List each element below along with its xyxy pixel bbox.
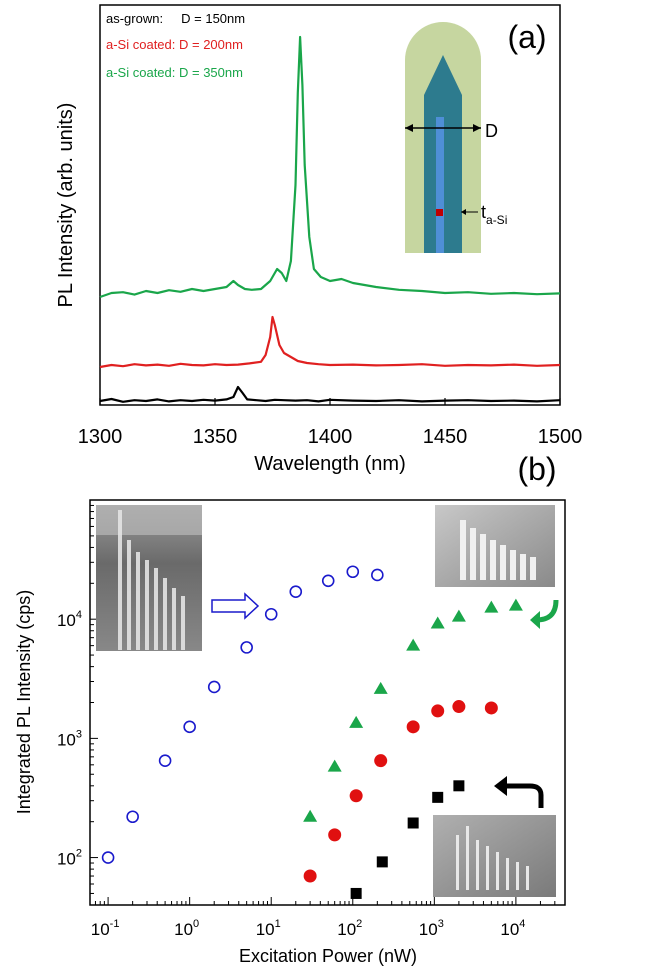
- point-filled-circle: [303, 869, 317, 883]
- point-filled-circle: [452, 700, 466, 714]
- diameter-arrow-left-head: [405, 124, 413, 132]
- spectrum-line-2: [99, 35, 561, 299]
- point-square: [376, 856, 388, 868]
- panel-a-label: (a): [507, 19, 546, 55]
- b-xtick-label: 103: [419, 918, 444, 939]
- point-triangle: [406, 638, 421, 651]
- point-open-circle: [158, 754, 172, 767]
- point-open-circle: [321, 574, 335, 588]
- point-open-circle: [183, 720, 196, 734]
- inset-label-t: ta-Si: [481, 202, 507, 227]
- point-filled-circle: [349, 789, 363, 803]
- b-ytick-label: 104: [57, 609, 82, 630]
- plot-a-ylabel: PL Intensity (arb. units): [55, 103, 77, 308]
- nanowire-schematic: D ta-Si: [405, 22, 507, 253]
- panel-b-label: (b): [517, 451, 556, 487]
- point-open-circle: [101, 851, 115, 864]
- inset-label-d: D: [485, 121, 498, 141]
- a-xtick-label: 1300: [78, 426, 123, 448]
- legend-a-as-grown: as-grown: D = 150nm: [106, 11, 245, 26]
- point-filled-circle: [406, 720, 420, 734]
- panel-a: 1300 1350 1400 1450 1500 (a) as-grown: D = 1…: [55, 4, 583, 475]
- sem-image-open-circles: [96, 505, 202, 651]
- plot-a-frame: [99, 4, 561, 406]
- plot-b-ylabel: Integrated PL Intensity (cps): [14, 590, 34, 814]
- point-filled-circle: [484, 701, 498, 715]
- green-curved-arrow-icon: [530, 611, 540, 629]
- a-xtick-label: 1500: [538, 426, 583, 448]
- point-open-circle: [126, 810, 139, 824]
- point-open-circle: [207, 680, 221, 694]
- point-triangle: [373, 681, 388, 694]
- b-xtick-label: 101: [256, 918, 281, 939]
- a-xtick-label: 1450: [423, 426, 468, 448]
- point-triangle: [484, 600, 499, 613]
- point-triangle: [451, 609, 466, 622]
- b-xtick-label: 102: [337, 918, 362, 939]
- point-open-circle: [289, 585, 303, 599]
- a-xtick-label: 1350: [193, 426, 238, 448]
- b-xtick-label: 10-1: [91, 918, 120, 939]
- point-filled-circle: [374, 754, 388, 768]
- spectrum-line-0: [99, 385, 561, 403]
- legend-a-200nm: a-Si coated: D = 200nm: [106, 37, 243, 52]
- thickness-arrow-head: [461, 209, 466, 215]
- point-triangle: [508, 598, 523, 611]
- b-xtick-label: 104: [500, 918, 525, 939]
- point-filled-circle: [328, 828, 342, 842]
- panel-b: (b) 10-1 100 101 102 103 104 102 103 104 Integra…: [14, 451, 566, 966]
- point-open-circle: [346, 565, 360, 579]
- point-square: [407, 817, 419, 829]
- point-triangle: [430, 616, 445, 629]
- diameter-arrow-right-head: [473, 124, 481, 132]
- quantum-well: [436, 117, 444, 253]
- point-triangle: [327, 759, 342, 772]
- point-square: [432, 791, 444, 803]
- plot-a-xticks: 1300 1350 1400 1450 1500: [78, 398, 583, 448]
- b-ytick-label: 103: [57, 728, 82, 749]
- point-filled-circle: [431, 704, 445, 718]
- plot-a-xlabel: Wavelength (nm): [254, 453, 406, 475]
- point-square: [453, 780, 465, 792]
- a-xtick-label: 1400: [308, 426, 353, 448]
- sem-image-squares: [433, 815, 556, 897]
- point-open-circle: [240, 641, 253, 654]
- point-open-circle: [264, 607, 278, 621]
- plot-a-series: [99, 35, 561, 403]
- quantum-dot: [436, 209, 443, 216]
- plot-b-xlabel: Excitation Power (nW): [239, 946, 417, 966]
- point-open-circle: [371, 568, 384, 582]
- hollow-arrow-icon: [211, 592, 260, 620]
- b-xtick-label: 100: [174, 918, 199, 939]
- point-triangle: [349, 715, 364, 728]
- point-triangle: [303, 809, 318, 822]
- spectrum-line-1: [99, 315, 561, 369]
- sem-image-triangles: [435, 505, 555, 587]
- plot-b-points: [101, 565, 523, 899]
- plot-b-ticks: 10-1 100 101 102 103 104 102 103 104: [57, 499, 566, 939]
- point-square: [350, 887, 362, 899]
- black-curved-arrow-icon: [494, 776, 507, 796]
- black-curved-arrow-shaft: [505, 783, 544, 808]
- legend-a-350nm: a-Si coated: D = 350nm: [106, 65, 243, 80]
- b-ytick-label: 102: [57, 848, 82, 869]
